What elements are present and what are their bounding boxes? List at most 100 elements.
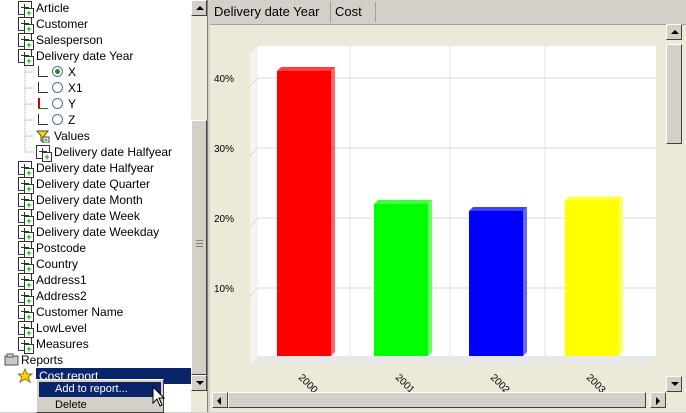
dimension-icon: [18, 273, 34, 290]
dimension-icon: [36, 145, 52, 162]
tree-item[interactable]: Article: [0, 0, 191, 18]
mouse-cursor-icon: [152, 386, 166, 407]
tree-item-label: Reports: [21, 353, 64, 367]
chart-canvas: 10% 20% 30% 40% 2000 2001 2002 2003: [214, 46, 656, 392]
scroll-thumb[interactable]: [191, 120, 207, 375]
y-tick-label: 40%: [214, 74, 234, 85]
tree-item[interactable]: X: [0, 64, 191, 80]
bar-top: [469, 207, 527, 211]
tree-item[interactable]: Delivery date Halfyear: [0, 144, 191, 162]
bar-top: [374, 200, 432, 204]
tree-item[interactable]: Delivery date Weekday: [0, 224, 191, 242]
tree-item[interactable]: LowLevel: [0, 320, 191, 338]
report-star-icon: [18, 368, 34, 384]
tree-item[interactable]: Delivery date Quarter: [0, 176, 191, 194]
tree-item[interactable]: Delivery date Month: [0, 192, 191, 210]
tree-item-label: Delivery date Week: [36, 209, 140, 223]
chart-scroll-thumb-h[interactable]: [228, 392, 646, 408]
bar-chart: 10% 20% 30% 40% 2000 2001 2002 2003: [210, 26, 670, 394]
y-tick-label: 20%: [214, 214, 234, 225]
dimension-icon: [18, 209, 34, 226]
tree-item[interactable]: Reports: [0, 352, 191, 368]
axis-radio-button[interactable]: [52, 98, 63, 109]
tree-item[interactable]: Address2: [0, 288, 191, 306]
bar-side: [523, 207, 527, 356]
tree-item[interactable]: Z: [0, 112, 191, 128]
y-tick-label: 30%: [214, 144, 234, 155]
tree-connector-lines: [24, 64, 34, 153]
tree-item[interactable]: X1: [0, 80, 191, 96]
dimension-icon: [18, 177, 34, 194]
tree-item[interactable]: Postcode: [0, 240, 191, 258]
dimension-icon: [18, 49, 34, 66]
tree-item[interactable]: Delivery date Year: [0, 48, 191, 66]
plot-floor: [250, 356, 656, 364]
chart-vertical-scrollbar[interactable]: [666, 24, 682, 394]
plot-side-wall: [250, 46, 258, 364]
bar-side: [428, 200, 432, 356]
y-axis-icon: [36, 97, 50, 111]
chart-panel: Delivery date Year Cost 10% 20% 30% 40% 2000…: [210, 0, 686, 412]
x-tick-label: 2000: [296, 372, 320, 392]
scroll-up-button[interactable]: [191, 0, 207, 16]
bar-top: [277, 67, 335, 71]
dimension-icon: [18, 33, 34, 50]
header-measure-cell[interactable]: Cost: [331, 2, 376, 22]
chart-scroll-thumb-v[interactable]: [666, 44, 682, 144]
gridline-side: [249, 217, 259, 227]
dimension-icon: [18, 225, 34, 242]
chart-scroll-right-button[interactable]: [650, 392, 666, 408]
axis-radio-button[interactable]: [52, 114, 63, 125]
dimension-header-bar: Delivery date Year Cost: [210, 0, 686, 25]
tree-item-label: Delivery date Halfyear: [54, 145, 173, 159]
bar: [374, 204, 428, 356]
gridline-side: [249, 287, 259, 297]
tree-item[interactable]: Y: [0, 96, 191, 112]
tree-item[interactable]: Address1: [0, 272, 191, 290]
tree-item-label: Address2: [36, 289, 87, 303]
tree-item-label: X: [68, 65, 77, 79]
dimension-icon: [18, 241, 34, 258]
dimension-icon: [18, 337, 34, 354]
scroll-down-button[interactable]: [191, 375, 207, 391]
dimension-icon: [18, 257, 34, 274]
axis-radio-button[interactable]: [52, 66, 63, 77]
tree-item[interactable]: Customer: [0, 16, 191, 34]
x-tick-label: 2002: [488, 372, 512, 392]
tree-item-label: Delivery date Weekday: [36, 225, 160, 239]
tree-item[interactable]: Measures: [0, 336, 191, 354]
tree-item[interactable]: Salesperson: [0, 32, 191, 50]
tree-item-label: Customer: [36, 17, 89, 31]
tree-item-label: X1: [68, 81, 83, 95]
menu-item-add-to-report[interactable]: Add to report...: [39, 382, 161, 397]
tree-item-label: Article: [36, 1, 70, 15]
tree-item-label: Salesperson: [36, 33, 103, 47]
axis-radio-button[interactable]: [52, 82, 63, 93]
tree-item-label: Delivery date Month: [36, 193, 143, 207]
tree-item[interactable]: Delivery date Halfyear: [0, 160, 191, 178]
tree-item[interactable]: Customer Name: [0, 304, 191, 322]
filter-icon: +: [36, 130, 50, 143]
dimension-icon: [18, 289, 34, 306]
chart-scroll-left-button[interactable]: [212, 392, 228, 408]
x-tick-label: 2003: [584, 372, 608, 392]
chart-horizontal-scrollbar[interactable]: [210, 392, 668, 408]
tree-item-label: Values: [54, 129, 90, 143]
chart-scroll-up-button[interactable]: [666, 24, 682, 40]
tree-item[interactable]: Delivery date Week: [0, 208, 191, 226]
header-dimension-cell[interactable]: Delivery date Year: [210, 2, 331, 22]
tree-item-label: Address1: [36, 273, 87, 287]
tree-vertical-scrollbar[interactable]: [191, 0, 207, 412]
tree-item-label: Z: [68, 113, 76, 127]
dimension-icon: [18, 321, 34, 338]
menu-item-delete[interactable]: Delete: [55, 399, 87, 411]
dimension-icon: [18, 161, 34, 178]
tree-item-label: Postcode: [36, 241, 87, 255]
x1-axis-icon: [36, 81, 50, 95]
tree-item[interactable]: Country: [0, 256, 191, 274]
dimension-tree[interactable]: Article Customer Salesperson Delivery date …: [0, 0, 208, 412]
tree-item-label: Delivery date Year: [36, 49, 134, 63]
tree-item[interactable]: + Values: [0, 128, 191, 144]
chart-scroll-down-button[interactable]: [666, 376, 682, 392]
tree-item-label: Delivery date Quarter: [36, 177, 151, 191]
